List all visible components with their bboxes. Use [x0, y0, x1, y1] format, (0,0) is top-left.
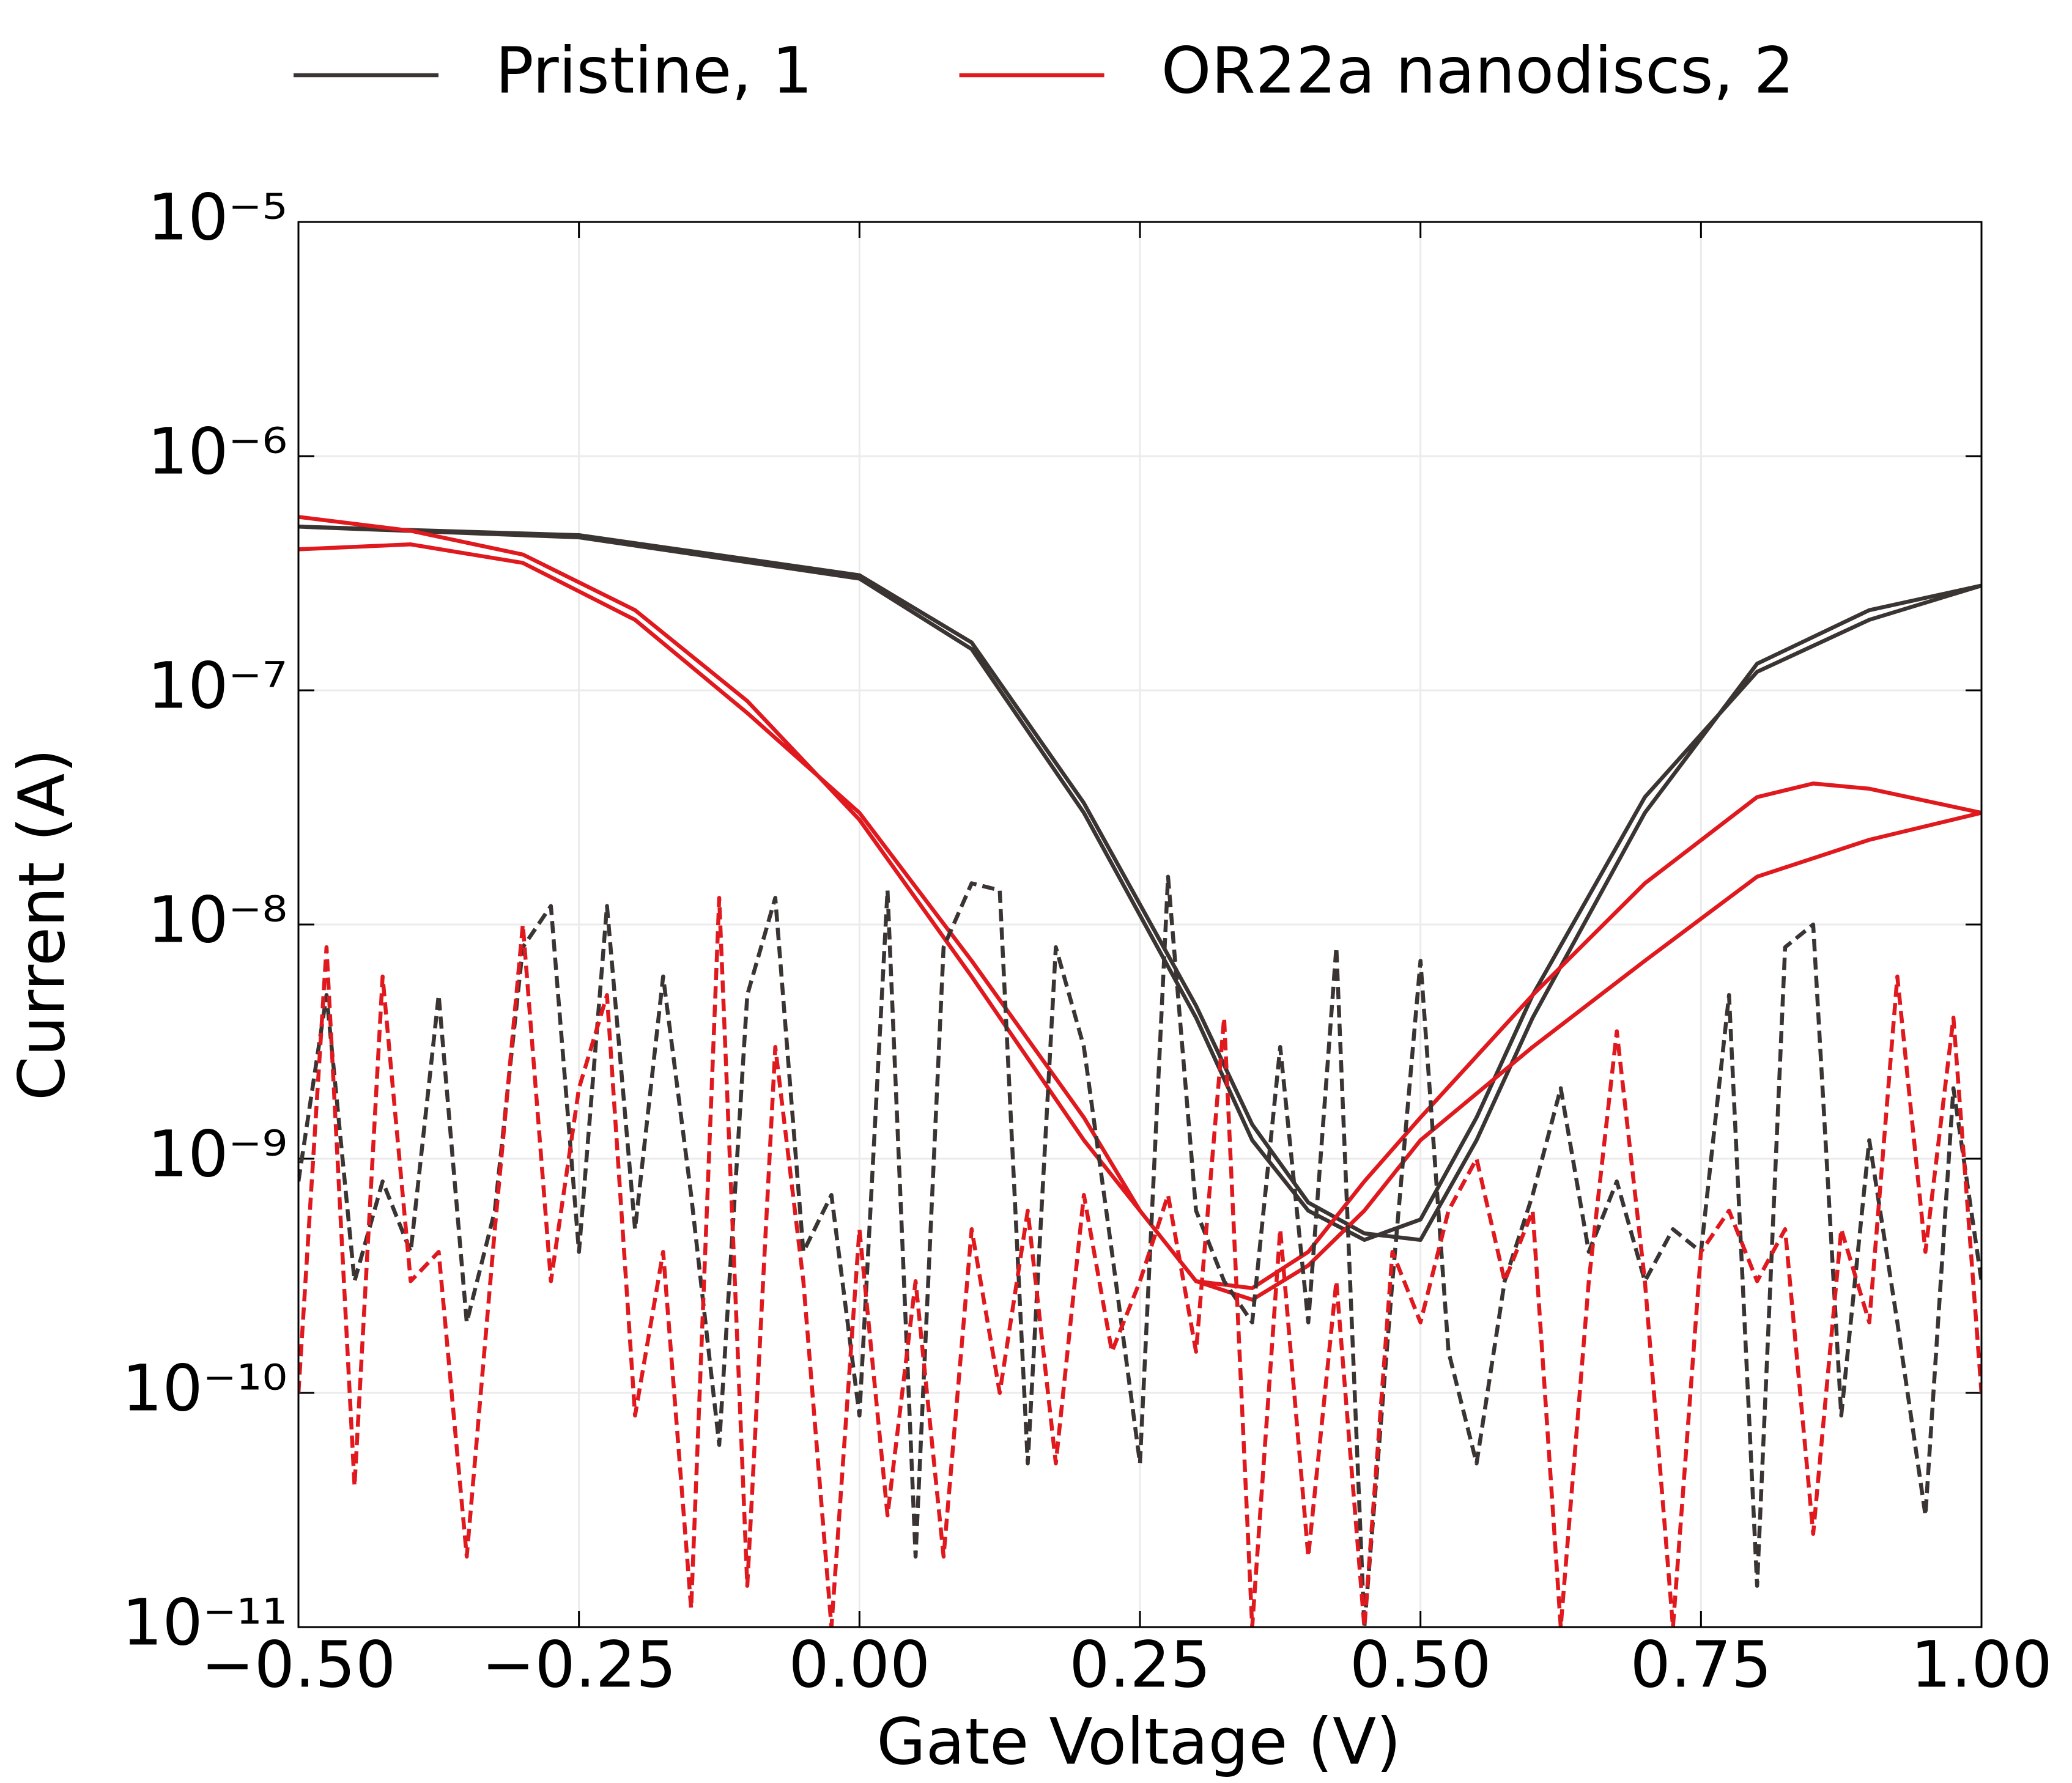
y-tick-label: 10⁻⁷	[147, 648, 287, 723]
x-tick-label: 1.00	[1911, 1627, 2052, 1702]
line	[298, 525, 1981, 1242]
x-tick-label: 0.75	[1630, 1627, 1772, 1702]
y-tick-label: 10⁻⁶	[147, 414, 287, 489]
y-tick-label: 10⁻⁵	[147, 180, 287, 254]
legend-label: Pristine, 1	[495, 33, 813, 108]
x-tick-label: 0.00	[789, 1627, 931, 1702]
x-tick-label: 0.50	[1350, 1627, 1492, 1702]
dashed-line	[298, 896, 1981, 1627]
y-tick-label: 10⁻⁸	[147, 882, 287, 957]
y-tick-label: 10⁻¹¹	[122, 1585, 287, 1659]
y-tick-label: 10⁻⁹	[147, 1117, 287, 1191]
y-axis-label: Current (A)	[4, 748, 79, 1101]
x-tick-label: −0.25	[481, 1627, 676, 1702]
plot-frame	[297, 221, 1983, 1628]
x-tick-label: −0.50	[201, 1627, 396, 1702]
x-axis-label: Gate Voltage (V)	[876, 1704, 1401, 1779]
plot-area	[298, 515, 1981, 1627]
line	[298, 515, 1981, 1302]
legend-label: OR22a nanodiscs, 2	[1161, 33, 1794, 108]
x-tick-label: 0.25	[1069, 1627, 1211, 1702]
y-tick-label: 10⁻¹⁰	[122, 1351, 287, 1425]
